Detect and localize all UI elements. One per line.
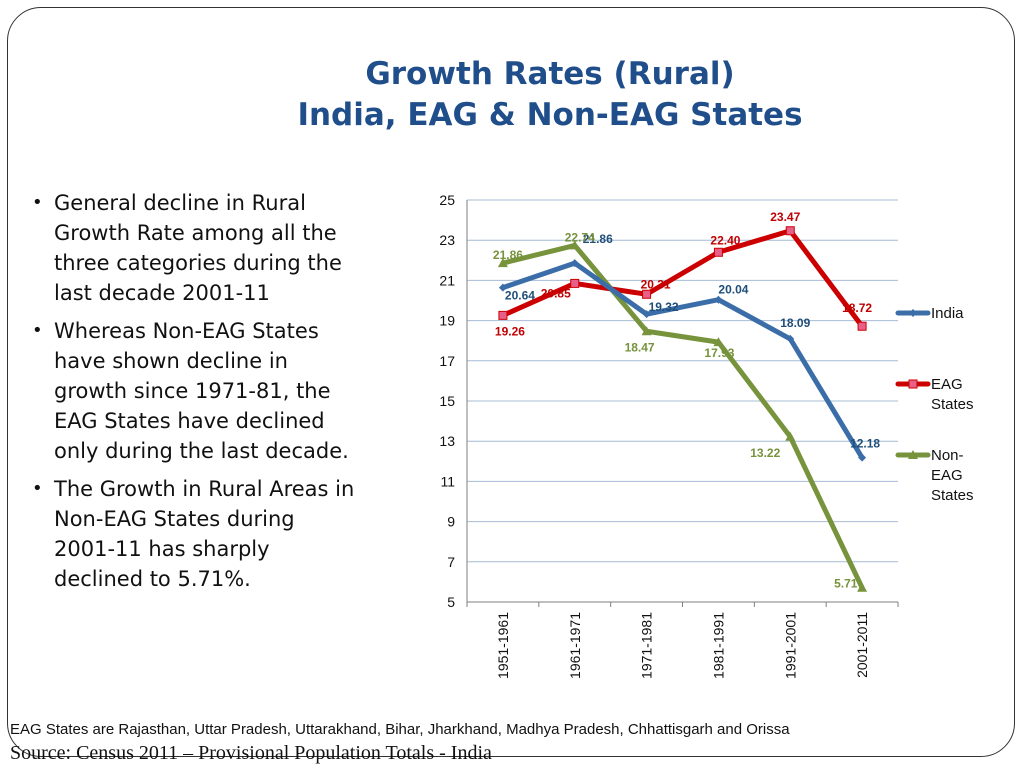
y-tick-label: 15 <box>439 393 455 409</box>
y-tick-label: 23 <box>439 232 455 248</box>
data-point <box>570 259 579 268</box>
data-label: 22.74 <box>565 230 595 244</box>
x-tick-label: 2001-2011 <box>854 612 870 678</box>
y-tick-label: 9 <box>447 514 455 530</box>
legend-marker <box>908 379 918 389</box>
x-tick-label: 1951-1961 <box>495 612 511 679</box>
data-point <box>713 247 723 257</box>
slide-frame <box>7 7 1015 757</box>
data-point <box>785 226 795 236</box>
slide-title-line2: India, EAG & Non-EAG States <box>297 97 803 133</box>
data-label: 21.86 <box>583 232 613 246</box>
legend-marker <box>909 309 917 317</box>
y-tick-label: 21 <box>439 272 455 288</box>
legend-label: India <box>931 305 964 322</box>
source-note: Source: Census 2011 – Provisional Popula… <box>10 742 492 764</box>
y-tick-label: 11 <box>440 473 455 489</box>
x-tick-label: 1971-1981 <box>639 612 655 679</box>
legend-label: States <box>931 487 974 504</box>
data-point <box>858 453 867 462</box>
data-label: 20.31 <box>641 277 671 291</box>
y-tick-label: 19 <box>439 313 455 329</box>
legend-label: EAG <box>931 376 963 393</box>
data-label: 20.04 <box>718 283 748 297</box>
series-line-india <box>500 260 865 461</box>
data-point <box>714 295 723 304</box>
y-tick-label: 13 <box>439 433 455 449</box>
data-label: 19.26 <box>495 324 525 338</box>
x-tick-label: 1961-1971 <box>567 612 583 679</box>
data-label: 22.40 <box>710 233 740 247</box>
data-point <box>570 278 580 288</box>
data-label: 18.09 <box>780 316 810 330</box>
bullet-item: Whereas Non-EAG States have shown declin… <box>28 316 358 466</box>
data-point <box>786 334 795 343</box>
data-point <box>857 582 868 592</box>
data-label: 18.72 <box>842 301 872 315</box>
data-label: 21.86 <box>493 248 523 262</box>
data-point <box>642 289 652 299</box>
data-point <box>642 310 651 319</box>
slide-title-line1: Growth Rates (Rural) <box>365 56 735 92</box>
data-label: 12.18 <box>850 437 880 451</box>
data-label: 20.64 <box>505 289 535 303</box>
legend-label: Non- <box>931 447 964 464</box>
data-point <box>498 310 508 320</box>
data-label: 19.32 <box>649 300 679 314</box>
legend-label: States <box>931 396 974 413</box>
data-label: 23.47 <box>770 210 800 224</box>
bullet-item: General decline in Rural Growth Rate amo… <box>28 188 358 308</box>
data-label: 20.85 <box>541 286 571 300</box>
legend-label: EAG <box>931 467 963 484</box>
x-tick-label: 1981-1991 <box>710 612 726 679</box>
y-tick-label: 5 <box>447 594 455 610</box>
data-point <box>641 326 652 336</box>
y-tick-label: 17 <box>439 353 455 369</box>
y-tick-label: 25 <box>439 192 455 208</box>
data-point <box>498 283 507 292</box>
data-label: 18.47 <box>625 340 655 354</box>
footnote: EAG States are Rajasthan, Uttar Pradesh,… <box>10 721 790 738</box>
data-point <box>497 258 508 268</box>
data-label: 5.71 <box>834 577 858 591</box>
bullet-item: The Growth in Rural Areas in Non-EAG Sta… <box>28 474 358 594</box>
x-tick-label: 1991-2001 <box>782 612 798 679</box>
data-point <box>785 431 796 441</box>
data-point <box>569 240 580 250</box>
data-point <box>713 337 724 347</box>
data-label: 13.22 <box>750 446 780 460</box>
y-tick-label: 7 <box>447 554 455 570</box>
data-label: 17.93 <box>704 346 734 360</box>
bullet-list: General decline in Rural Growth Rate amo… <box>28 188 358 602</box>
data-point <box>857 321 867 331</box>
series-line-eag-states <box>500 228 865 329</box>
series-line-non-eag-states <box>500 242 865 591</box>
legend-marker <box>908 450 918 459</box>
